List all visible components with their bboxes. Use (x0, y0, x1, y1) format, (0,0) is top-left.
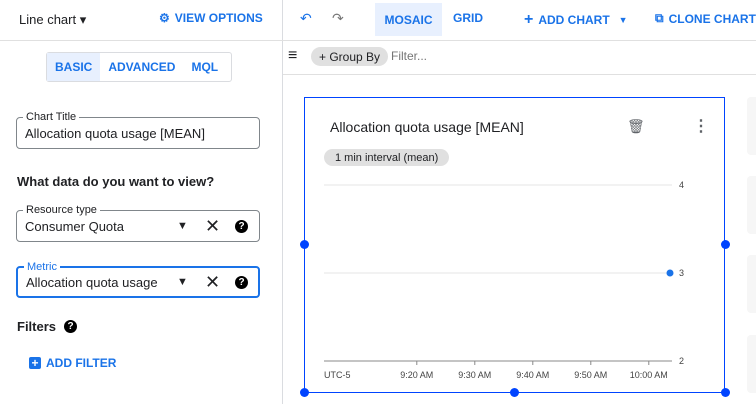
header-divider (0, 40, 756, 41)
help-icon[interactable]: ? (64, 320, 78, 333)
data-point (666, 269, 674, 277)
chart-title-field[interactable]: Chart Title Allocation quota usage [MEAN… (16, 111, 260, 149)
resource-type-select[interactable]: Resource type Consumer Quota ▼ ✕ ? (16, 204, 260, 242)
undo-icon[interactable]: ↶ (300, 10, 312, 26)
resize-handle[interactable] (300, 388, 309, 397)
metric-value: Allocation quota usage (26, 274, 158, 290)
copy-icon: ⧉ (655, 11, 664, 25)
section-heading: What data do you want to view? (17, 174, 215, 189)
x-tick-label: 9:20 AM (400, 370, 433, 380)
clone-chart-button[interactable]: ⧉ CLONE CHART (655, 11, 756, 26)
caret-down-icon: ▾ (79, 12, 87, 27)
group-by-chip[interactable]: + Group By (311, 47, 389, 66)
chart-card[interactable]: Allocation quota usage [MEAN] 🗑 ⋮ 1 min … (304, 97, 725, 393)
side-chart-card[interactable] (747, 176, 756, 234)
filters-heading: Filters? (17, 319, 78, 334)
tab-basic[interactable]: BASIC (47, 53, 101, 81)
resize-handle[interactable] (721, 388, 730, 397)
side-chart-card[interactable] (747, 255, 756, 313)
metric-label: Metric (24, 261, 60, 273)
add-filter-label: ADD FILTER (46, 356, 117, 370)
clone-chart-label: CLONE CHART (668, 11, 756, 26)
tab-advanced[interactable]: ADVANCED (108, 60, 176, 74)
clear-icon[interactable]: ✕ (205, 271, 221, 292)
x-tick-label: 10:00 AM (630, 370, 668, 380)
caret-down-icon: ▼ (177, 276, 188, 288)
resize-handle[interactable] (721, 240, 730, 249)
y-tick-label: 2 (679, 356, 684, 366)
filters-label: Filters (17, 319, 57, 334)
chart-title-value: Allocation quota usage [MEAN] (25, 125, 205, 141)
resource-type-value: Consumer Quota (25, 218, 124, 234)
resource-type-label: Resource type (23, 204, 100, 216)
y-tick-label: 4 (679, 180, 684, 190)
side-chart-card[interactable] (747, 97, 756, 155)
chart-title-label: Chart Title (23, 111, 80, 123)
resize-handle[interactable] (510, 388, 519, 397)
add-chart-button[interactable]: + ADD CHART ▼ (524, 11, 628, 29)
clear-icon[interactable]: ✕ (205, 215, 221, 236)
panel-divider (282, 0, 283, 404)
mode-tabs: BASIC ADVANCED MQL (46, 52, 232, 82)
x-axis-label: UTC-5 (324, 370, 351, 380)
view-options-button[interactable]: ⚙ VIEW OPTIONS (159, 11, 263, 25)
more-vert-icon[interactable]: ⋮ (693, 118, 709, 135)
redo-icon[interactable]: ↷ (332, 10, 344, 26)
gear-icon: ⚙ (159, 11, 170, 25)
chart-title: Allocation quota usage [MEAN] (330, 119, 524, 135)
filter-list-icon[interactable]: ≡ (288, 47, 298, 64)
grid-button[interactable]: GRID (453, 11, 483, 25)
mosaic-button[interactable]: MOSAIC (375, 3, 442, 36)
tab-mql[interactable]: MQL (191, 60, 219, 74)
plus-icon: + (524, 11, 534, 28)
help-icon[interactable]: ? (235, 275, 248, 289)
caret-down-icon: ▼ (177, 220, 188, 232)
add-filter-button[interactable]: + ADD FILTER (29, 356, 116, 370)
caret-down-icon: ▼ (618, 15, 628, 25)
help-icon[interactable]: ? (235, 219, 248, 233)
side-chart-card[interactable] (747, 335, 756, 393)
y-tick-label: 3 (679, 268, 684, 278)
delete-icon[interactable]: 🗑 (627, 118, 645, 134)
filter-divider (283, 74, 756, 75)
interval-chip[interactable]: 1 min interval (mean) (324, 149, 450, 166)
x-tick-label: 9:40 AM (516, 370, 549, 380)
plus-icon: + (29, 356, 41, 370)
chart-type-value: Line chart (19, 12, 77, 27)
chart-type-select[interactable]: Line chart ▾ (19, 12, 86, 28)
metric-select[interactable]: Metric Allocation quota usage ▼ ✕ ? (16, 261, 260, 298)
resize-handle[interactable] (300, 240, 309, 249)
view-options-label: VIEW OPTIONS (174, 11, 263, 25)
x-tick-label: 9:30 AM (458, 370, 491, 380)
add-chart-label: ADD CHART (538, 13, 610, 27)
filter-input[interactable] (391, 49, 591, 63)
x-tick-label: 9:50 AM (574, 370, 607, 380)
